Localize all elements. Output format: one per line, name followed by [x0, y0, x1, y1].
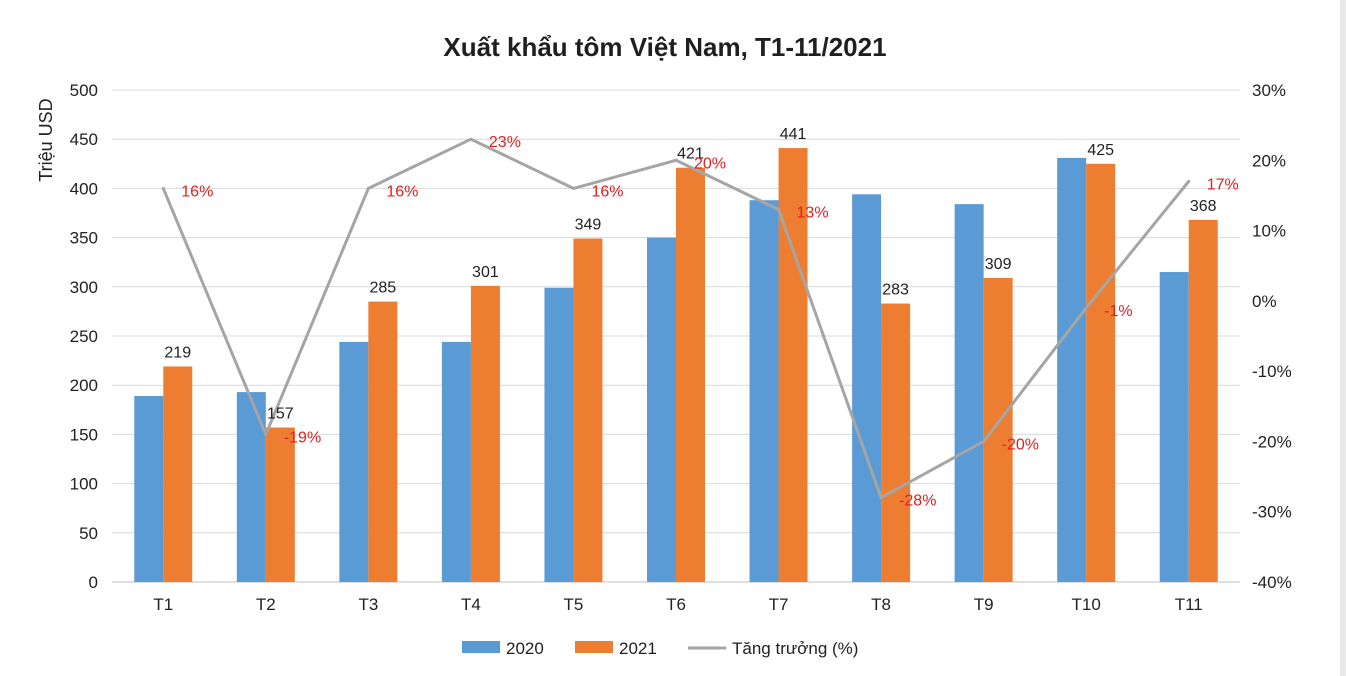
y-tick-label: 0 [89, 573, 98, 592]
y2-tick-label: -40% [1252, 573, 1292, 592]
bar-2020 [1057, 157, 1087, 582]
growth-data-label: 23% [489, 134, 521, 151]
bar-2021 [470, 285, 500, 582]
y2-tick-label: 30% [1252, 81, 1286, 100]
x-tick-label: T10 [1072, 595, 1101, 614]
bar-data-label: 283 [882, 282, 909, 299]
bar-2021 [676, 167, 705, 582]
growth-data-label: -28% [899, 493, 936, 510]
bar-2020 [852, 194, 882, 582]
growth-data-label: -19% [284, 429, 321, 446]
y2-tick-label: 0% [1252, 292, 1277, 311]
bar-2021 [1188, 219, 1218, 582]
bar-2020 [544, 287, 574, 582]
y-tick-label: 500 [70, 81, 98, 100]
bar-2020 [954, 204, 984, 583]
y-tick-label: 250 [70, 327, 98, 346]
bar-data-label: 219 [164, 345, 191, 362]
x-tick-label: T6 [666, 595, 686, 614]
x-tick-label: T5 [564, 595, 584, 614]
growth-data-label: -20% [1002, 436, 1039, 453]
growth-data-label: -1% [1104, 303, 1132, 320]
bar-data-label: 285 [370, 280, 397, 297]
bar-2020 [1159, 272, 1189, 582]
bar-2020 [339, 341, 369, 582]
growth-data-label: 16% [386, 183, 418, 200]
y-tick-label: 350 [70, 229, 98, 248]
legend: 2020 2021 Tăng trưởng (%) [462, 639, 858, 658]
x-tick-label: T1 [153, 595, 173, 614]
growth-point [469, 137, 473, 141]
bar-data-label: 441 [780, 126, 807, 143]
x-tick-label: T11 [1175, 595, 1203, 614]
bar-data-label: 301 [472, 264, 499, 281]
y2-tick-label: -20% [1252, 432, 1292, 451]
growth-point [366, 186, 370, 190]
growth-point [264, 432, 268, 436]
bar-2020 [749, 200, 779, 582]
growth-data-label: 17% [1207, 176, 1239, 193]
growth-line [161, 137, 1191, 500]
y2-tick-label: -30% [1252, 503, 1292, 522]
y-tick-label: 400 [70, 179, 98, 198]
x-tick-label: T4 [461, 595, 481, 614]
growth-data-label: 20% [694, 155, 726, 172]
x-tick-label: T7 [769, 595, 789, 614]
growth-point [777, 207, 781, 211]
bar-data-label: 309 [985, 256, 1012, 273]
x-tick-label: T8 [871, 595, 891, 614]
growth-point [674, 158, 678, 162]
bar-2021 [573, 238, 603, 583]
growth-point [879, 496, 883, 500]
y-tick-label: 200 [70, 376, 98, 395]
y-tick-label: 50 [79, 524, 98, 543]
y2-tick-label: 10% [1252, 222, 1286, 241]
x-tick-label: T3 [358, 595, 378, 614]
y-tick-label: 100 [70, 475, 98, 494]
growth-point [571, 186, 575, 190]
bar-data-label: 368 [1190, 198, 1217, 215]
bar-2020 [134, 396, 164, 582]
growth-data-label: 16% [181, 183, 213, 200]
data-labels: 219 157 285 301 349 421 441 283 309 425 368 16% -19%… [164, 126, 1238, 510]
x-tick-label: T2 [256, 595, 276, 614]
legend-label: 2021 [619, 639, 657, 658]
y-axis-title: Triệu USD [36, 98, 56, 181]
bar-data-label: 425 [1087, 142, 1114, 159]
bars [134, 148, 1218, 583]
y2-tick-label: 20% [1252, 151, 1286, 170]
y-tick-label: 300 [70, 278, 98, 297]
growth-point [161, 186, 165, 190]
bar-data-label: 157 [267, 406, 294, 423]
y2-tick-label: -10% [1252, 362, 1292, 381]
y-tick-label: 450 [70, 130, 98, 149]
growth-point [982, 439, 986, 443]
bar-2021 [368, 301, 398, 582]
x-tick-label: T9 [974, 595, 994, 614]
growth-data-label: 16% [591, 183, 623, 200]
bar-2021 [1086, 163, 1116, 583]
bar-2020 [441, 341, 471, 582]
bar-2021 [881, 303, 911, 582]
bar-2020 [647, 237, 676, 582]
growth-point [1084, 306, 1088, 310]
bar-data-label: 421 [677, 146, 704, 163]
growth-point [1187, 179, 1191, 183]
bar-2021 [163, 366, 193, 582]
bar-data-label: 349 [575, 217, 602, 234]
legend-swatch [462, 641, 500, 653]
legend-swatch [575, 641, 613, 653]
bar-2021 [265, 427, 295, 582]
chart-title: Xuất khẩu tôm Việt Nam, T1-11/2021 [443, 32, 886, 62]
y-tick-label: 150 [70, 425, 98, 444]
axes: 0 50 100 150 200 250 300 350 400 450 500 -40% -30% -2… [70, 81, 1292, 614]
legend-label: 2020 [506, 639, 544, 658]
legend-label: Tăng trưởng (%) [732, 639, 858, 658]
bar-2021 [983, 277, 1013, 582]
growth-data-label: 13% [797, 204, 829, 221]
